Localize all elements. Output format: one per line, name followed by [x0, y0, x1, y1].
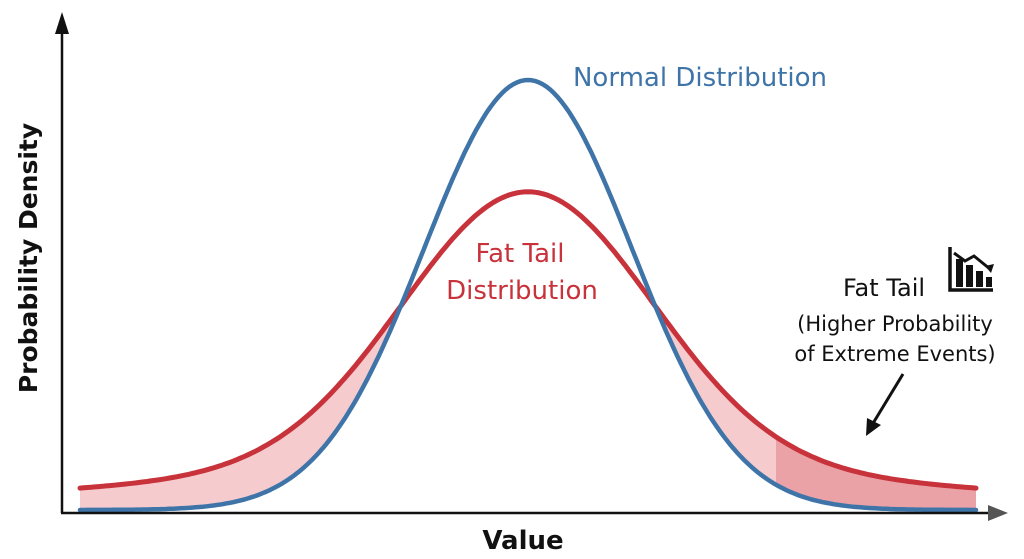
y-axis: [55, 12, 69, 513]
x-axis: [61, 505, 1008, 521]
series-line-fat-tail: [77, 189, 979, 491]
y-axis-title: Probability Density: [14, 123, 43, 393]
series-line-normal: [77, 77, 979, 513]
fat-tail-annotation-subtitle-line-2: of Extreme Events): [794, 342, 995, 366]
fat-tail-annotation-subtitle-line-1: (Higher Probability: [797, 312, 993, 336]
right-tail-area-highlight: [776, 436, 976, 510]
fat-tail-pointer-arrow: [866, 373, 905, 436]
left-tail-area: [80, 310, 398, 510]
falling-bar-chart-icon: [948, 247, 994, 292]
fat-tail-annotation-title: Fat Tail: [843, 274, 925, 302]
normal-distribution-label: Normal Distribution: [573, 63, 827, 93]
fat-tail-distribution-label-line-2: Distribution: [446, 276, 598, 306]
x-axis-title: Value: [482, 526, 563, 556]
fat-tail-distribution-label-line-1: Fat Tail: [476, 239, 565, 269]
fat-tail-annotation: Fat Tail (Higher Probability of Extreme …: [794, 247, 996, 436]
